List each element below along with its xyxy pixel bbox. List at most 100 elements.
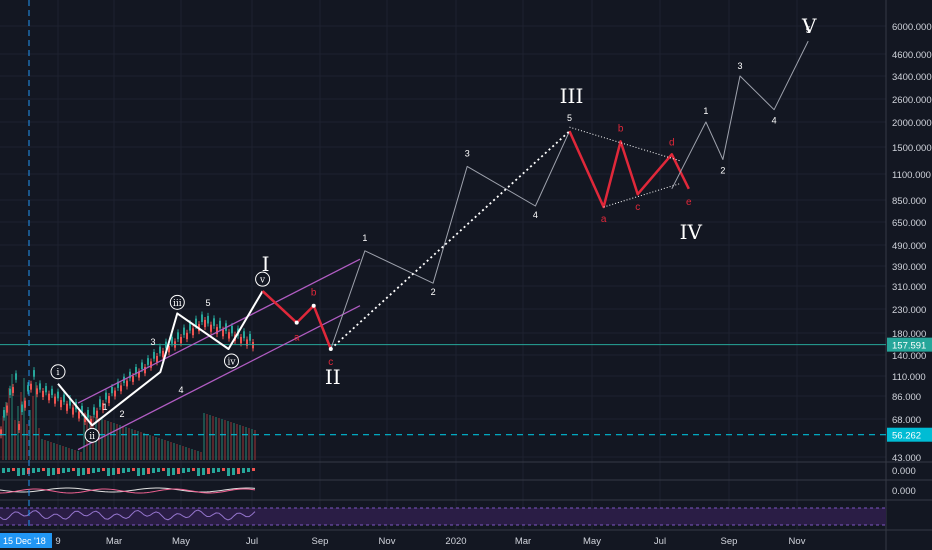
volume-bar xyxy=(53,443,55,460)
price-axis-label: 2000.000 xyxy=(892,118,932,129)
price-axis-label: 850.000 xyxy=(892,196,926,207)
candle-body xyxy=(27,385,29,392)
series-triangle-red xyxy=(568,130,690,209)
volume-bar xyxy=(110,422,112,460)
volume-bar xyxy=(230,422,232,460)
wave-label-red-tri-a: a xyxy=(601,214,607,225)
volume-bar xyxy=(167,441,169,460)
volume-bar xyxy=(59,445,61,460)
time-axis-label: Nov xyxy=(379,536,396,547)
date-badge-bg xyxy=(0,533,52,548)
triangle-upper-line xyxy=(569,126,681,162)
price-axis-label: 1500.000 xyxy=(892,143,932,154)
volume-osc-bar xyxy=(47,468,50,476)
candle-body xyxy=(117,381,119,388)
volume-osc-bar xyxy=(92,468,95,473)
candle-body xyxy=(186,332,188,340)
volume-osc-bar xyxy=(217,468,220,472)
volume-osc-bar xyxy=(187,468,190,472)
candle-body xyxy=(168,345,170,353)
wave-number-label: 1 xyxy=(362,233,367,243)
candle-body xyxy=(93,407,95,415)
price-axis-label: 43.000 xyxy=(892,453,921,464)
volume-bar xyxy=(176,444,178,460)
circled-label-ring xyxy=(50,364,66,380)
price-axis-label: 3400.000 xyxy=(892,72,932,83)
time-axis-label: Sep xyxy=(312,536,329,547)
macd-line xyxy=(0,487,256,493)
time-axis-label: Sep xyxy=(721,536,738,547)
axis-corner xyxy=(887,535,932,550)
wave-pivot-dot xyxy=(311,303,316,308)
volume-bar xyxy=(218,418,220,460)
candle-body xyxy=(3,410,5,418)
wave-label-circled-i: i xyxy=(57,368,60,378)
wave-label-II: II xyxy=(325,365,341,389)
volume-bar xyxy=(62,446,64,460)
volume-bar xyxy=(236,424,238,460)
candle-body xyxy=(252,342,254,349)
volume-osc-bar xyxy=(252,468,255,471)
candle-body xyxy=(126,380,128,387)
volume-bar xyxy=(254,430,256,460)
candle-body xyxy=(108,396,110,404)
price-axis-label: 6000.000 xyxy=(892,22,932,33)
candle-body xyxy=(102,403,104,411)
candle-body xyxy=(201,314,203,323)
candle-body xyxy=(105,392,107,400)
volume-osc-bar xyxy=(37,468,40,472)
volume-bar xyxy=(11,374,13,460)
price-axis-label: 180.000 xyxy=(892,329,926,340)
volume-bar xyxy=(77,451,79,460)
wave-number-label: 5 xyxy=(806,25,811,35)
volume-bar xyxy=(116,424,118,460)
candle-body xyxy=(228,332,230,339)
volume-bar xyxy=(74,450,76,460)
volume-bar xyxy=(128,428,130,460)
volume-osc-bar xyxy=(62,468,65,473)
wave-label-red-tri-e: e xyxy=(686,197,692,208)
candle-body xyxy=(12,387,14,393)
volume-bar xyxy=(224,420,226,460)
time-axis-label: May xyxy=(583,536,601,547)
volume-osc-bar xyxy=(227,468,230,476)
series-projection-1 xyxy=(330,130,570,350)
wave-label-circled-v: v xyxy=(259,276,266,286)
rsi-line xyxy=(0,509,256,521)
volume-osc-bar xyxy=(167,468,170,476)
candle-body xyxy=(207,315,209,324)
dashed-level-badge: 56.262 xyxy=(892,431,921,442)
wave-label-red-tri-c: c xyxy=(635,202,640,213)
volume-bar xyxy=(14,420,16,460)
volume-bar xyxy=(188,448,190,460)
volume-bar xyxy=(149,435,151,460)
circled-label-ring xyxy=(169,294,185,310)
volume-bar xyxy=(239,425,241,460)
volume-bar xyxy=(131,429,133,460)
candle-body xyxy=(90,419,92,426)
time-axis-label: Nov xyxy=(789,536,806,547)
volume-bar xyxy=(251,429,253,460)
candle-body xyxy=(195,318,197,327)
volume-bar xyxy=(209,415,211,460)
volume-osc-bar xyxy=(197,468,200,476)
volume-osc-bar xyxy=(207,468,210,474)
time-axis-label: May xyxy=(172,536,190,547)
candle-body xyxy=(222,329,224,337)
volume-bar xyxy=(50,442,52,460)
volume-osc-bar xyxy=(137,468,140,476)
candle-body xyxy=(189,322,191,331)
candle-body xyxy=(48,393,50,401)
candle-body xyxy=(18,424,20,431)
volume-bar xyxy=(248,428,250,460)
volume-bar xyxy=(65,447,67,460)
volume-bar xyxy=(122,426,124,460)
volume-osc-bar xyxy=(132,468,135,471)
candle-body xyxy=(153,351,155,359)
candle-body xyxy=(132,376,134,382)
volume-bar xyxy=(104,420,106,460)
candle-body xyxy=(87,410,89,418)
volume-bar xyxy=(203,413,205,460)
